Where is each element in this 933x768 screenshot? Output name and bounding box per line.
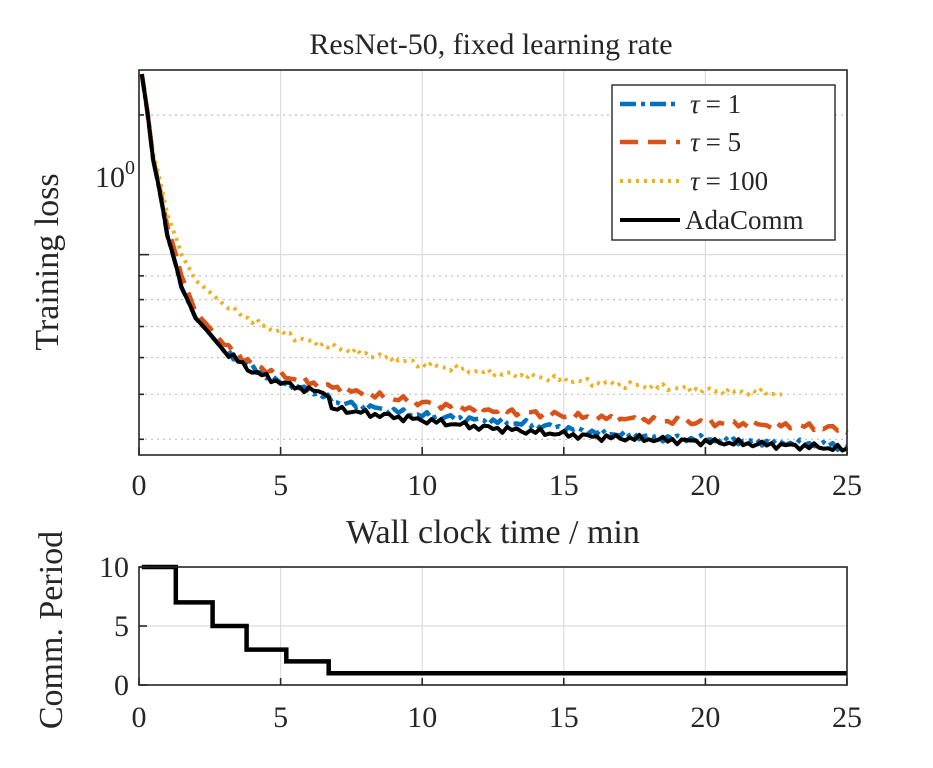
series-line-tau-100 [139,73,782,397]
legend-label-tau-5: τ = 5 [690,127,741,157]
series-line-tau-5 [139,73,849,435]
series-line-adacomm [139,73,848,453]
bottom-x-tick-labels: 0 5 10 15 20 25 [132,701,863,734]
top-axes-box [138,69,848,456]
legend: τ = 1 τ = 5 τ = 100 AdaComm [611,84,836,241]
legend-box [611,84,836,241]
legend-value-tau-1: = 1 [706,89,741,119]
legend-symbol-tau-5: τ [690,127,701,157]
bottom-x-tick-label: 5 [273,701,288,734]
top-x-tick-label: 15 [549,469,579,502]
legend-item-tau-100: τ = 100 [620,166,768,196]
chart-title: ResNet-50, fixed learning rate [309,28,672,61]
legend-item-tau-1: τ = 1 [620,89,741,119]
top-x-tick-label: 20 [690,469,720,502]
bottom-y-axis-label: Comm. Period [33,531,70,729]
legend-label-adacomm: AdaComm [685,205,804,235]
top-y-axis-label: Training loss [29,173,66,350]
bottom-y-tick-label: 0 [114,669,129,702]
series-line-tau-1 [139,73,848,452]
bottom-y-tick-labels: 0 5 10 [99,551,129,702]
bottom-x-tick-label: 10 [407,701,437,734]
legend-symbol-tau-1: τ [690,89,701,119]
bottom-x-tick-label: 0 [132,701,147,734]
series-line-comm-period [141,564,847,676]
top-x-tick-labels: 0 5 10 15 20 25 [132,469,863,502]
bottom-y-tick-label: 10 [99,551,129,584]
y-tick-label-10: 100 [95,157,135,194]
bottom-x-tick-label: 15 [549,701,579,734]
comm-period-chart: 0 5 10 15 20 25 0 5 10 Comm. Period [33,531,862,734]
top-series-group [139,73,849,453]
top-ticks [138,114,848,455]
bottom-x-tick-label: 20 [690,701,720,734]
bottom-x-tick-label: 25 [832,701,862,734]
legend-item-adacomm: AdaComm [620,205,804,235]
legend-symbol-tau-100: τ [690,166,701,196]
legend-label-tau-100: τ = 100 [690,166,768,196]
top-x-tick-label: 5 [273,469,288,502]
bottom-series-group [141,564,847,676]
y-tick-base: 10 [95,161,125,194]
legend-label-tau-1: τ = 1 [690,89,741,119]
top-x-tick-label: 10 [407,469,437,502]
legend-value-tau-5: = 5 [706,127,741,157]
top-x-tick-label: 25 [832,469,862,502]
y-tick-exponent: 0 [125,157,135,179]
top-x-tick-label: 0 [132,469,147,502]
training-loss-chart: ResNet-50, fixed learning rate 0 5 10 15 20 2… [29,28,862,551]
bottom-ticks [138,566,848,686]
legend-item-tau-5: τ = 5 [620,127,741,157]
legend-value-tau-100: = 100 [706,166,768,196]
bottom-y-tick-label: 5 [114,610,129,643]
top-x-axis-label: Wall clock time / min [346,514,640,551]
